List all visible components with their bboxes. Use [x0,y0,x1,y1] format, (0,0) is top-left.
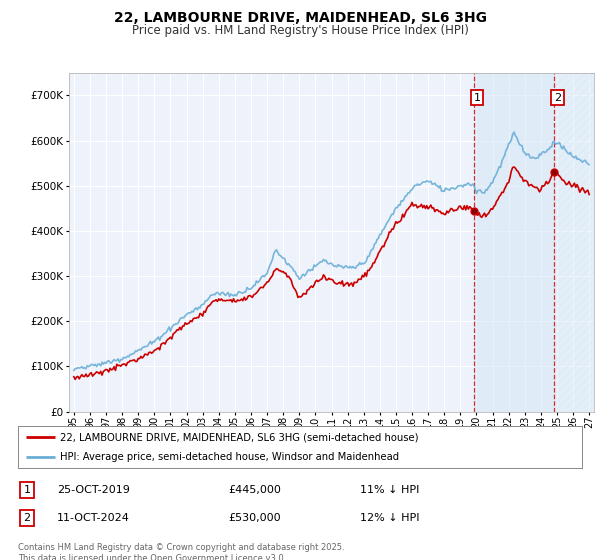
Text: 2: 2 [554,92,561,102]
Text: 25-OCT-2019: 25-OCT-2019 [57,485,130,495]
Text: 11% ↓ HPI: 11% ↓ HPI [360,485,419,495]
Text: 1: 1 [473,92,481,102]
Bar [474,73,554,412]
Text: 22, LAMBOURNE DRIVE, MAIDENHEAD, SL6 3HG (semi-detached house): 22, LAMBOURNE DRIVE, MAIDENHEAD, SL6 3HG… [60,432,419,442]
Text: £445,000: £445,000 [228,485,281,495]
Text: £530,000: £530,000 [228,513,281,523]
Text: 22, LAMBOURNE DRIVE, MAIDENHEAD, SL6 3HG: 22, LAMBOURNE DRIVE, MAIDENHEAD, SL6 3HG [113,11,487,25]
Text: 2: 2 [23,513,31,523]
Text: 11-OCT-2024: 11-OCT-2024 [57,513,130,523]
Bar [554,73,594,412]
Text: 12% ↓ HPI: 12% ↓ HPI [360,513,419,523]
Text: 1: 1 [23,485,31,495]
Text: Price paid vs. HM Land Registry's House Price Index (HPI): Price paid vs. HM Land Registry's House … [131,24,469,36]
Text: Contains HM Land Registry data © Crown copyright and database right 2025.
This d: Contains HM Land Registry data © Crown c… [18,543,344,560]
Text: HPI: Average price, semi-detached house, Windsor and Maidenhead: HPI: Average price, semi-detached house,… [60,452,400,462]
